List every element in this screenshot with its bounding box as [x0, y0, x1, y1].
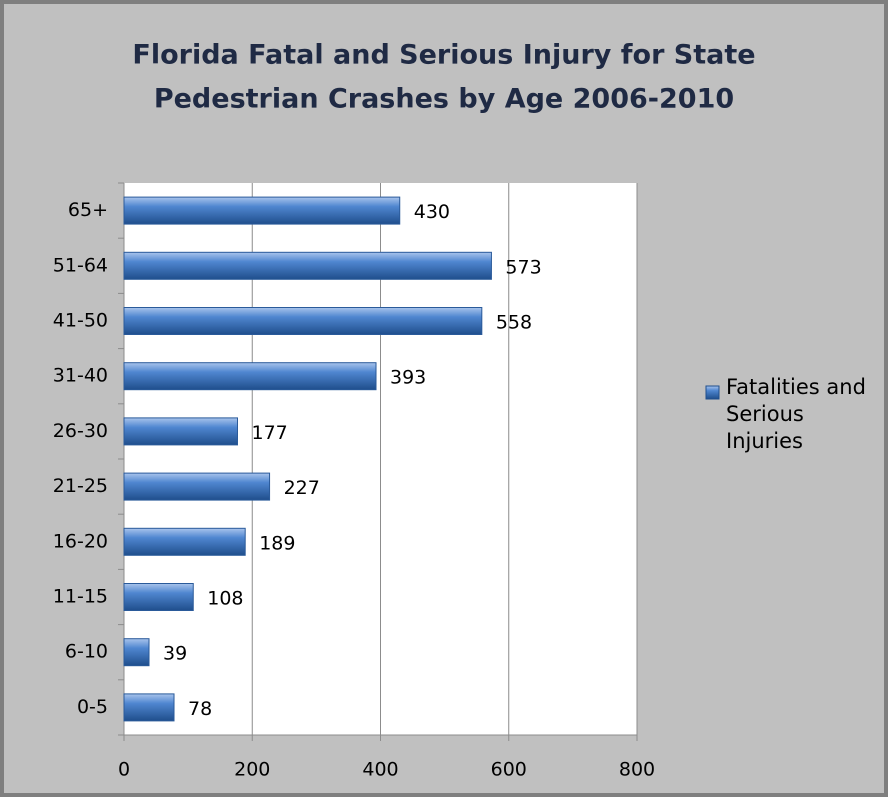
bar [123, 693, 175, 722]
y-tick-label: 11-15 [53, 586, 108, 608]
value-label: 393 [390, 367, 426, 389]
value-label: 78 [188, 698, 212, 720]
bar [123, 417, 239, 446]
value-label: 39 [163, 643, 187, 665]
value-label: 573 [505, 256, 541, 278]
y-tick-label: 6-10 [65, 641, 108, 663]
x-tick-label: 0 [118, 759, 130, 781]
bar [123, 362, 377, 391]
value-label: 108 [207, 588, 243, 610]
bar [123, 472, 271, 501]
value-label: 189 [259, 532, 295, 554]
y-tick-label: 65+ [68, 199, 108, 221]
x-tick-label: 600 [491, 759, 527, 781]
x-tick-label: 800 [619, 759, 655, 781]
x-tick-label: 400 [362, 759, 398, 781]
bar [123, 307, 483, 335]
bar [123, 583, 194, 611]
value-label: 227 [284, 477, 320, 499]
chart-title: Pedestrian Crashes by Age 2006-2010 [154, 84, 734, 115]
y-tick-label: 51-64 [53, 254, 108, 276]
y-tick-label: 31-40 [53, 365, 108, 387]
y-tick-label: 21-25 [53, 475, 108, 497]
legend-swatch [705, 385, 720, 400]
value-label: 177 [252, 422, 288, 444]
y-tick-label: 26-30 [53, 420, 108, 442]
bar [123, 527, 246, 556]
chart-title: Florida Fatal and Serious Injury for Sta… [132, 40, 755, 71]
bar [123, 251, 492, 280]
legend-label: Fatalities and Serious Injuries [726, 375, 866, 453]
value-label: 558 [496, 312, 532, 334]
y-tick-label: 16-20 [53, 530, 108, 552]
value-label: 430 [414, 201, 450, 223]
y-tick-label: 0-5 [77, 696, 108, 718]
bar [123, 196, 401, 225]
bar [123, 638, 150, 667]
y-tick-label: 41-50 [53, 310, 108, 332]
x-tick-label: 200 [234, 759, 270, 781]
